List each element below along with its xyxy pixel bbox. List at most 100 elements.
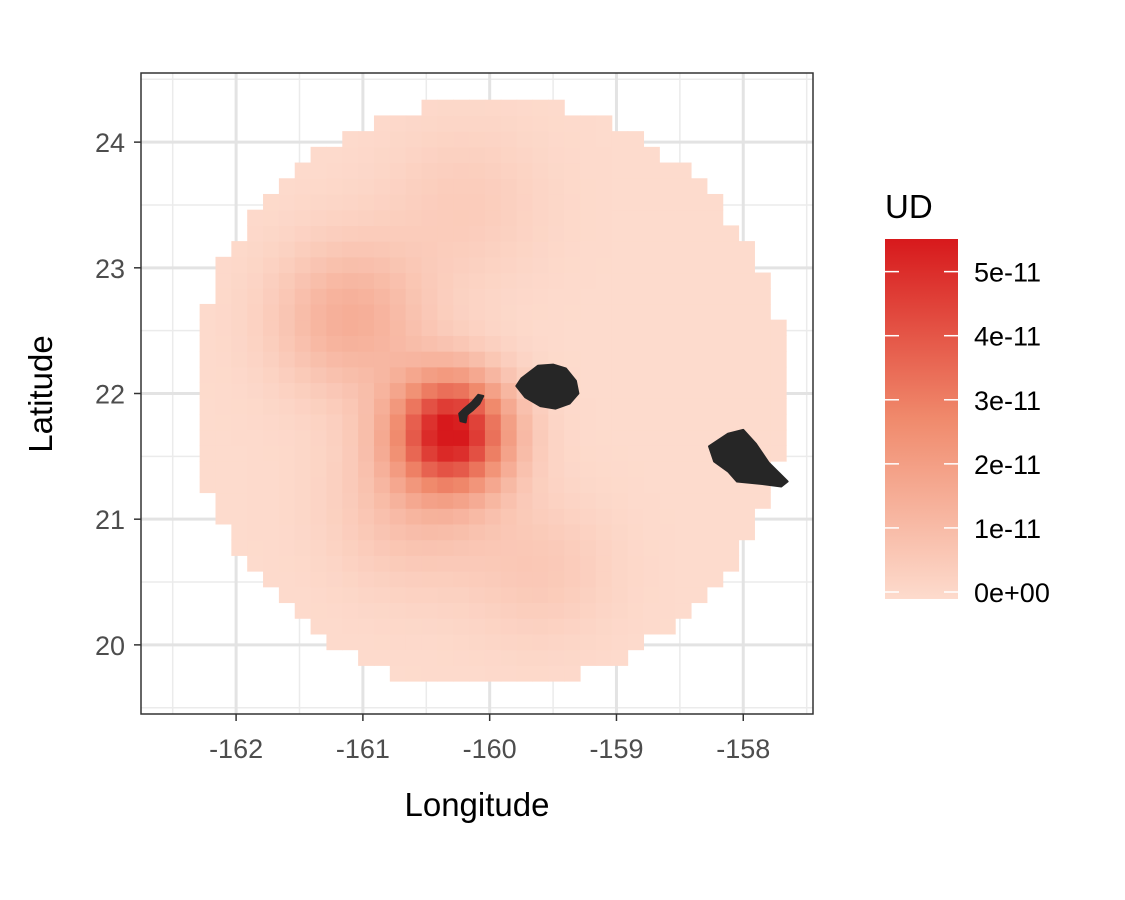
heatmap-cell (437, 162, 454, 179)
heatmap-cell (453, 272, 470, 289)
heatmap-cell (754, 351, 771, 368)
heatmap-cell (564, 162, 581, 179)
heatmap-cell (500, 571, 518, 588)
heatmap-cell (215, 461, 232, 478)
heatmap-cell (453, 382, 470, 399)
heatmap-cell (675, 288, 692, 305)
heatmap-cell (690, 445, 708, 462)
heatmap-cell (294, 178, 312, 195)
heatmap-cell (405, 225, 423, 242)
heatmap-cell (738, 366, 755, 384)
heatmap-cell (405, 665, 423, 682)
heatmap-cell (215, 492, 232, 509)
heatmap-cell (342, 366, 359, 384)
heatmap-cell (627, 618, 645, 635)
heatmap-cell (548, 99, 565, 117)
heatmap-cell (263, 319, 280, 336)
heatmap-cell (706, 193, 724, 211)
heatmap-cell (373, 272, 391, 289)
heatmap-cell (421, 461, 438, 478)
heatmap-cell (373, 193, 391, 211)
heatmap-cell (421, 618, 438, 635)
heatmap-cell (500, 476, 518, 494)
heatmap-cell (373, 429, 391, 446)
heatmap-cell (373, 461, 391, 478)
heatmap-cell (358, 366, 375, 384)
heatmap-cell (627, 555, 645, 572)
heatmap-cell (532, 115, 549, 132)
heatmap-cell (215, 351, 232, 368)
heatmap-cell (722, 256, 740, 274)
heatmap-cell (643, 209, 660, 226)
heatmap-cell (326, 319, 343, 336)
heatmap-cell (437, 146, 454, 164)
heatmap-cell (437, 115, 454, 132)
heatmap-cell (595, 618, 613, 635)
heatmap-cell (326, 382, 343, 399)
heatmap-cell (611, 445, 629, 462)
heatmap-cell (516, 476, 534, 494)
heatmap-cell (722, 366, 740, 384)
heatmap-cell (358, 256, 375, 274)
heatmap-cell (516, 335, 534, 352)
heatmap-cell (643, 366, 660, 384)
heatmap-cell (643, 319, 660, 336)
heatmap-cell (564, 649, 581, 666)
heatmap-cell (326, 555, 343, 572)
heatmap-cell (421, 413, 438, 431)
heatmap-cell (580, 539, 597, 556)
heatmap-cell (690, 351, 708, 368)
heatmap-cell (421, 476, 438, 494)
heatmap-cell (706, 366, 724, 384)
heatmap-cell (231, 272, 248, 289)
heatmap-cell (595, 241, 613, 258)
x-tick-label: -158 (716, 734, 770, 764)
heatmap-cell (247, 351, 264, 368)
heatmap-cell (437, 303, 454, 321)
heatmap-cell (294, 319, 312, 336)
heatmap-cell (532, 413, 549, 431)
heatmap-cell (294, 508, 312, 525)
heatmap-cell (627, 146, 645, 164)
heatmap-cell (484, 398, 502, 415)
heatmap-cell (548, 586, 565, 604)
heatmap-cell (342, 351, 359, 368)
heatmap-cell (453, 256, 470, 274)
heatmap-cell (738, 335, 755, 352)
heatmap-cell (659, 209, 676, 226)
heatmap-cell (500, 382, 518, 399)
heatmap-cell (437, 398, 454, 415)
heatmap-cell (580, 461, 597, 478)
heatmap-cell (548, 162, 565, 179)
heatmap-cell (326, 351, 343, 368)
heatmap-cell (389, 146, 407, 164)
heatmap-cell (516, 555, 534, 572)
heatmap-cell (421, 209, 438, 226)
heatmap-cell (548, 288, 565, 305)
heatmap-cell (722, 319, 740, 336)
heatmap-cell (342, 445, 359, 462)
heatmap-cell (564, 413, 581, 431)
heatmap-cell (595, 633, 613, 651)
heatmap-cell (484, 461, 502, 478)
heatmap-cell (326, 225, 343, 242)
heatmap-cell (516, 193, 534, 211)
heatmap-cell (564, 523, 581, 541)
heatmap-cell (199, 366, 217, 384)
heatmap-cell (611, 508, 629, 525)
heatmap-cell (595, 162, 613, 179)
heatmap-cell (358, 382, 375, 399)
heatmap-cell (548, 602, 565, 619)
heatmap-cell (421, 555, 438, 572)
heatmap-cell (247, 398, 264, 415)
heatmap-cell (294, 288, 312, 305)
heatmap-cell (389, 413, 407, 431)
heatmap-cell (580, 618, 597, 635)
heatmap-cell (770, 351, 787, 368)
heatmap-cell (675, 319, 692, 336)
heatmap-cell (199, 303, 217, 321)
heatmap-cell (595, 445, 613, 462)
heatmap-cell (389, 539, 407, 556)
heatmap-cell (231, 335, 248, 352)
heatmap-cell (643, 335, 660, 352)
